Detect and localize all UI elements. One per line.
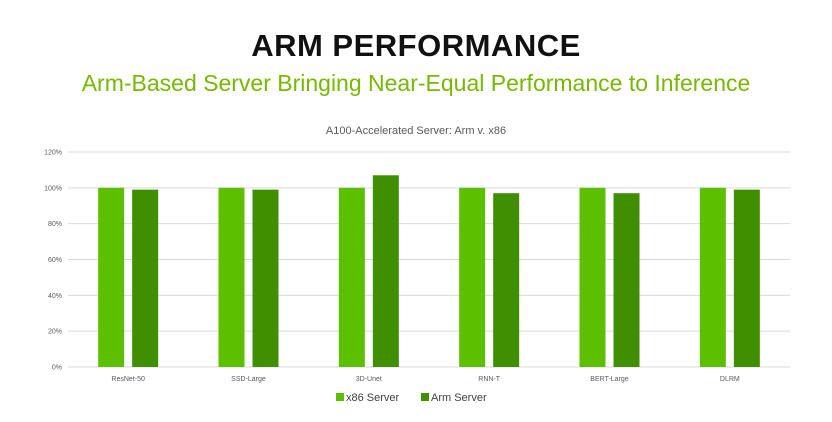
bar-chart: A100-Accelerated Server: Arm v. x86 0% 20… <box>44 125 790 404</box>
x-category-label: SSD-Large <box>231 376 266 383</box>
bar-x86-rnn-t <box>459 187 486 367</box>
chart-title: A100-Accelerated Server: Arm v. x86 <box>326 125 506 137</box>
bar-arm-rnn-t <box>493 193 520 367</box>
legend-swatch <box>421 393 429 401</box>
y-tick-label: 0% <box>52 365 62 372</box>
slide-title: ARM PERFORMANCE <box>251 28 581 63</box>
bar-x86-ssd-large <box>218 187 245 367</box>
bar-arm-dlrm <box>733 189 760 367</box>
y-tick-label: 20% <box>48 329 62 336</box>
bar-x86-bert-large <box>579 187 606 367</box>
x-category-label: RNN-T <box>478 376 500 383</box>
bar-x86-resnet-50 <box>98 187 125 367</box>
bar-x86-3d-unet <box>338 187 365 367</box>
bar-arm-3d-unet <box>372 175 399 367</box>
legend-swatch <box>336 393 344 401</box>
x-category-label: ResNet-50 <box>111 376 145 383</box>
bar-arm-resnet-50 <box>132 189 159 367</box>
x-category-label: 3D-Unet <box>356 376 382 383</box>
y-tick-label: 40% <box>48 293 62 300</box>
bar-arm-ssd-large <box>252 189 279 367</box>
x-category-label: BERT-Large <box>590 376 628 383</box>
slide-subtitle: Arm-Based Server Bringing Near-Equal Per… <box>81 70 751 96</box>
y-tick-label: 120% <box>44 150 62 157</box>
bar-x86-dlrm <box>699 187 726 367</box>
legend-label: Arm Server <box>431 392 487 404</box>
y-tick-label: 60% <box>48 257 62 264</box>
x-category-label: DLRM <box>720 376 740 383</box>
y-tick-label: 100% <box>44 185 62 192</box>
legend-label: x86 Server <box>346 392 400 404</box>
y-tick-label: 80% <box>48 221 62 228</box>
bar-arm-bert-large <box>613 193 640 367</box>
